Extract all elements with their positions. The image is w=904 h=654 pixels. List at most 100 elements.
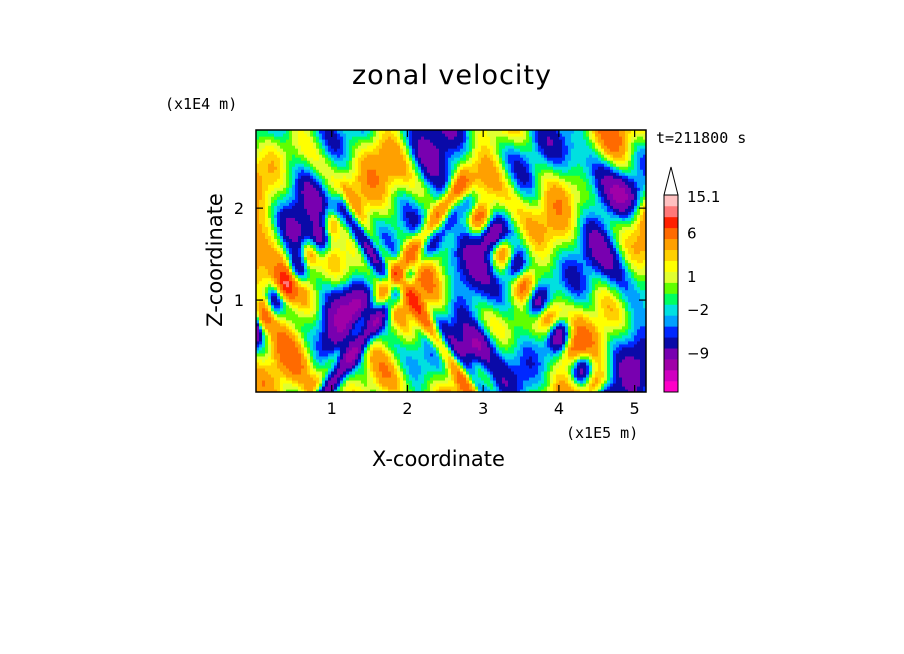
field-cell — [364, 310, 368, 315]
field-cell — [367, 166, 371, 170]
field-cell — [322, 190, 326, 194]
field-cell — [412, 349, 416, 354]
field-cell — [424, 247, 428, 252]
field-cell — [331, 169, 335, 173]
field-cell — [289, 274, 293, 279]
field-cell — [373, 325, 377, 330]
field-cell — [307, 370, 311, 375]
field-cell — [331, 304, 335, 309]
field-cell — [349, 355, 353, 360]
field-cell — [268, 130, 272, 134]
field-cell — [415, 340, 419, 345]
field-cell — [364, 265, 368, 270]
field-cell — [385, 382, 389, 387]
field-cell — [262, 316, 266, 321]
field-cell — [349, 358, 353, 363]
field-cell — [370, 271, 374, 276]
field-cell — [346, 289, 350, 294]
field-cell — [262, 304, 266, 309]
field-cell — [310, 280, 314, 285]
field-cell — [307, 331, 311, 336]
field-cell — [310, 175, 314, 179]
field-cell — [337, 337, 341, 342]
field-cell — [373, 259, 377, 264]
field-cell — [313, 163, 317, 167]
field-cell — [307, 256, 311, 261]
field-cell — [340, 271, 344, 276]
field-cell — [313, 217, 317, 221]
field-cell — [385, 211, 389, 215]
field-cell — [301, 274, 305, 279]
field-cell — [310, 244, 314, 249]
field-cell — [277, 328, 281, 333]
field-cell — [325, 205, 329, 209]
field-cell — [361, 235, 365, 240]
field-cell — [304, 199, 308, 203]
field-cell — [415, 229, 419, 233]
field-cell — [382, 337, 386, 342]
field-cell — [307, 205, 311, 209]
field-cell — [373, 271, 377, 276]
field-cell — [373, 343, 377, 348]
field-cell — [313, 325, 317, 330]
field-cell — [301, 352, 305, 357]
field-cell — [283, 235, 287, 240]
field-cell — [328, 301, 332, 306]
field-cell — [259, 154, 263, 158]
field-cell — [262, 154, 266, 158]
field-cell — [256, 130, 260, 134]
field-cell — [385, 361, 389, 366]
field-cell — [328, 130, 332, 134]
field-cell — [262, 178, 266, 182]
field-cell — [340, 181, 344, 185]
field-cell — [376, 268, 380, 273]
field-cell — [277, 184, 281, 188]
field-cell — [310, 331, 314, 336]
field-cell — [364, 289, 368, 294]
field-cell — [424, 157, 428, 161]
field-cell — [334, 202, 338, 206]
field-cell — [259, 307, 263, 312]
field-cell — [328, 337, 332, 342]
field-cell — [370, 358, 374, 363]
field-cell — [277, 367, 281, 372]
field-cell — [403, 346, 407, 351]
field-cell — [271, 358, 275, 363]
field-cell — [262, 184, 266, 188]
field-cell — [412, 295, 416, 300]
field-cell — [370, 319, 374, 324]
field-cell — [403, 382, 407, 387]
field-cell — [358, 310, 362, 315]
field-cell — [262, 226, 266, 230]
field-cell — [355, 190, 359, 194]
field-cell — [301, 385, 305, 390]
field-cell — [367, 205, 371, 209]
field-cell — [313, 358, 317, 363]
field-cell — [427, 376, 431, 381]
field-cell — [361, 268, 365, 273]
field-cell — [361, 172, 365, 176]
field-cell — [379, 151, 383, 155]
field-cell — [289, 316, 293, 321]
field-cell — [406, 241, 410, 246]
field-cell — [367, 244, 371, 249]
field-cell — [361, 280, 365, 285]
field-cell — [295, 352, 299, 357]
field-cell — [280, 232, 284, 236]
field-cell — [385, 241, 389, 246]
field-cell — [337, 160, 341, 164]
field-cell — [262, 181, 266, 185]
field-cell — [421, 154, 425, 158]
field-cell — [355, 262, 359, 267]
field-cell — [355, 256, 359, 261]
field-cell — [361, 373, 365, 378]
field-cell — [334, 226, 338, 230]
field-cell — [397, 310, 401, 315]
field-cell — [367, 190, 371, 194]
field-cell — [394, 235, 398, 240]
field-cell — [415, 313, 419, 318]
field-cell — [358, 208, 362, 212]
field-cell — [319, 295, 323, 300]
field-cell — [286, 238, 290, 243]
field-cell — [268, 229, 272, 233]
